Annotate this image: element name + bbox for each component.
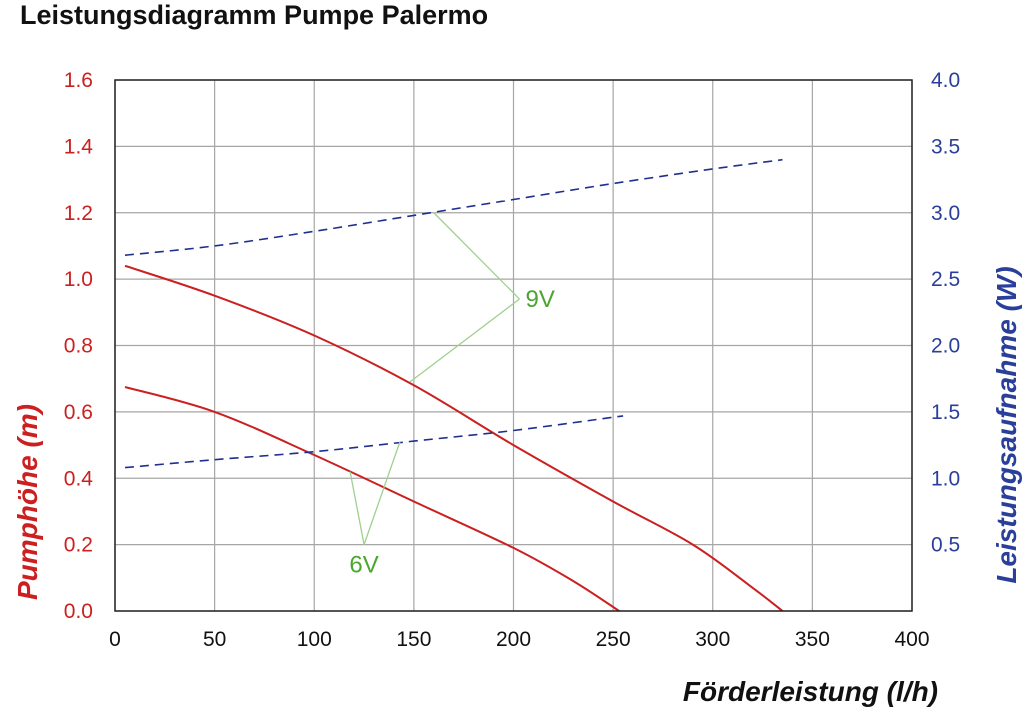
- annotation-label: 6V: [349, 552, 378, 579]
- y-right-axis-ticks: 0.5 1.0 1.5 2.0 2.5 3.0 3.5 4.0: [931, 69, 960, 557]
- series-power-9v: [124, 158, 783, 256]
- y-left-axis-title: Pumphöhe (m): [12, 404, 43, 600]
- y-right-tick-label: 3.5: [931, 135, 960, 158]
- x-tick-label: 50: [203, 628, 226, 651]
- y-right-tick-label: 4.0: [931, 69, 960, 92]
- annotation-label: 9V: [525, 286, 554, 313]
- y-right-axis-title: Leistungsaufnahme (W): [991, 266, 1022, 583]
- y-left-tick-label: 1.0: [64, 268, 93, 291]
- y-left-tick-label: 1.2: [64, 202, 93, 225]
- y-left-tick-label: 0.2: [64, 534, 93, 557]
- y-right-tick-label: 2.0: [931, 335, 960, 358]
- annotation-leader-line: [349, 471, 365, 545]
- x-tick-label: 250: [596, 628, 631, 651]
- y-right-tick-label: 3.0: [931, 202, 960, 225]
- annotation-leader-line: [409, 298, 520, 383]
- series-head-9v: [124, 264, 784, 612]
- chart-title: Leistungsdiagramm Pumpe Palermo: [20, 0, 488, 30]
- grid: [114, 79, 913, 612]
- series-head-6v: [124, 386, 620, 612]
- series-power-6v: [124, 415, 624, 469]
- x-tick-label: 100: [297, 628, 332, 651]
- y-right-tick-label: 1.0: [931, 467, 960, 490]
- y-right-tick-label: 1.5: [931, 401, 960, 424]
- y-right-tick-label: 0.5: [931, 534, 960, 557]
- series-layer: [124, 158, 784, 612]
- x-axis-title: Förderleistung (l/h): [683, 676, 938, 707]
- x-tick-label: 400: [894, 628, 929, 651]
- y-right-tick-label: 2.5: [931, 268, 960, 291]
- y-left-tick-label: 1.4: [64, 135, 94, 158]
- y-left-axis-ticks: 0.0 0.2 0.4 0.6 0.8 1.0 1.2 1.4 1.6: [64, 69, 94, 623]
- x-tick-label: 300: [695, 628, 730, 651]
- annotation-leader-line: [433, 212, 520, 300]
- y-left-tick-label: 0.6: [64, 401, 93, 424]
- annotation-layer: 9V 6V: [349, 212, 555, 579]
- x-axis-ticks: 0 50 100 150 200 250 300 350 400: [109, 628, 929, 651]
- plot-frame: [114, 79, 913, 612]
- y-left-tick-label: 0.0: [64, 600, 93, 623]
- y-left-tick-label: 1.6: [64, 69, 93, 92]
- y-left-tick-label: 0.4: [64, 467, 94, 490]
- annotation-leader-line: [363, 441, 401, 545]
- y-left-tick-label: 0.8: [64, 335, 93, 358]
- x-tick-label: 150: [396, 628, 431, 651]
- x-tick-label: 350: [795, 628, 830, 651]
- x-tick-label: 0: [109, 628, 121, 651]
- x-tick-label: 200: [496, 628, 531, 651]
